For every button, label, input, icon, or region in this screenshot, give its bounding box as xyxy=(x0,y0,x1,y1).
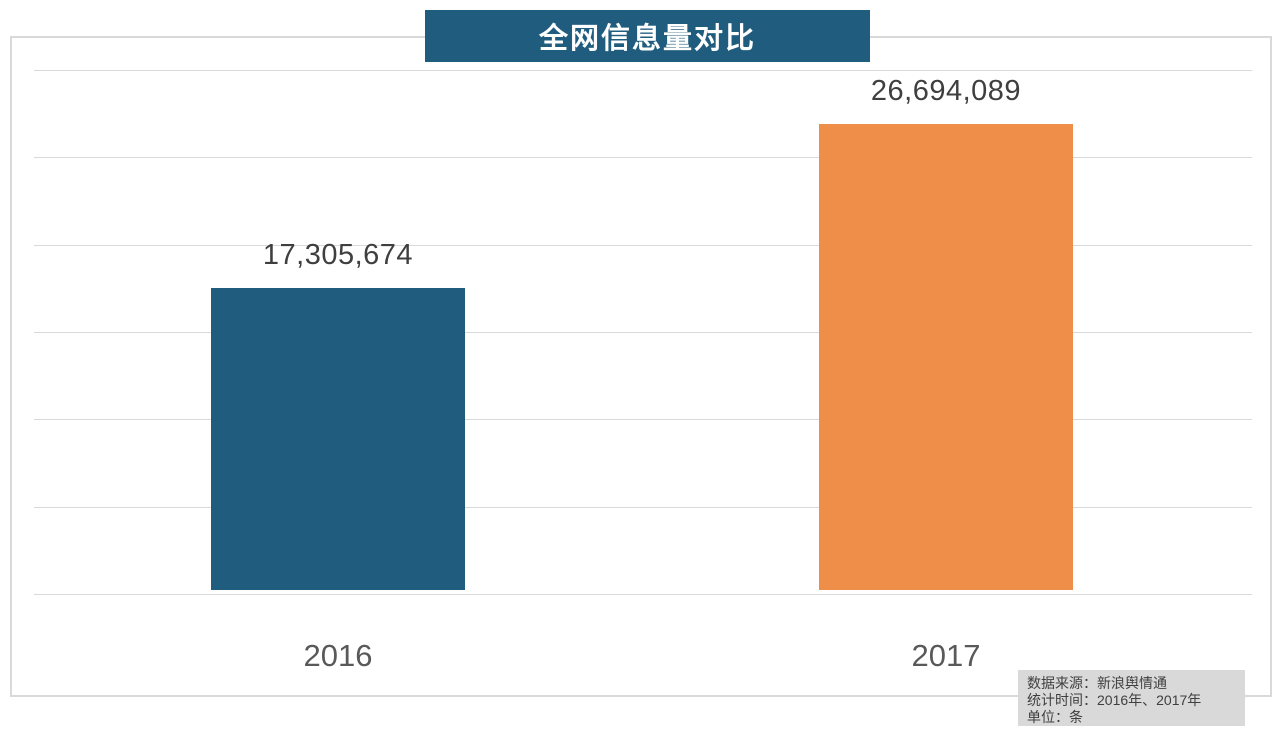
source-line-period: 统计时间：2016年、2017年 xyxy=(1027,692,1202,708)
source-line-unit: 单位：条 xyxy=(1027,709,1083,725)
gridline xyxy=(34,507,1252,508)
source-line-datasource: 数据来源：新浪舆情通 xyxy=(1027,675,1167,691)
bar-2017 xyxy=(819,124,1073,590)
gridline xyxy=(34,245,1252,246)
gridline xyxy=(34,594,1252,595)
bar-group-2016: 17,305,674 xyxy=(211,239,465,590)
bar-2016 xyxy=(211,288,465,590)
chart-frame: 17,305,674 26,694,089 2016 2017 xyxy=(10,36,1272,697)
gridline xyxy=(34,332,1252,333)
gridline xyxy=(34,157,1252,158)
bar-group-2017: 26,694,089 xyxy=(819,75,1073,590)
value-label-2017: 26,694,089 xyxy=(870,75,1022,107)
source-box: 数据来源：新浪舆情通 统计时间：2016年、2017年 单位：条 xyxy=(1018,670,1245,726)
gridline xyxy=(34,70,1252,71)
chart-title: 全网信息量对比 xyxy=(425,10,870,62)
axis-label-2017: 2017 xyxy=(911,638,981,673)
axis-label-2016: 2016 xyxy=(303,638,373,673)
value-label-2016: 17,305,674 xyxy=(262,239,414,271)
gridline xyxy=(34,419,1252,420)
